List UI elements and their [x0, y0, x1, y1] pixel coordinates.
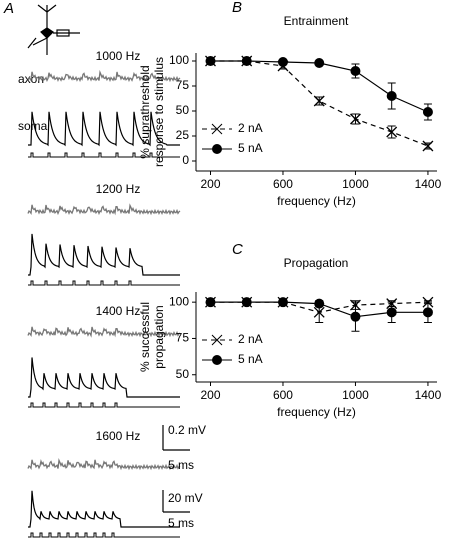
legend-marker — [212, 355, 222, 365]
panel-letter: B — [232, 0, 242, 16]
marker — [314, 58, 325, 68]
marker — [350, 66, 361, 76]
scale-label: 0.2 mV — [168, 423, 206, 437]
traces — [27, 69, 181, 538]
soma-trace — [28, 357, 180, 398]
marker — [386, 91, 397, 101]
legend-marker — [211, 123, 223, 135]
legend-label: 2 nA — [238, 121, 263, 135]
marker — [350, 311, 361, 322]
soma-trace — [28, 233, 180, 276]
axon-trace — [27, 69, 181, 83]
axon-trace — [27, 458, 181, 471]
marker — [386, 126, 398, 138]
panel-letter: A — [3, 0, 14, 17]
marker — [313, 95, 325, 107]
marker — [277, 297, 288, 308]
marker — [205, 297, 216, 308]
y-axis-label: % suprathreshold — [138, 65, 152, 158]
section-label: 1000 Hz — [96, 49, 141, 63]
x-tick-label: 600 — [273, 388, 293, 402]
axon-trace — [27, 326, 181, 338]
legend-marker — [212, 144, 222, 154]
x-tick-label: 1000 — [342, 388, 369, 402]
stimulus-trace — [28, 532, 180, 538]
x-tick-label: 200 — [200, 388, 220, 402]
scale-label: 5 ms — [168, 458, 194, 472]
scale-label: 5 ms — [168, 516, 194, 530]
marker — [349, 113, 361, 125]
x-tick-label: 600 — [273, 177, 293, 191]
x-tick-label: 1000 — [342, 177, 369, 191]
marker — [386, 307, 397, 318]
neuron-icon — [27, 4, 80, 55]
y-tick-label: 25 — [176, 128, 190, 142]
marker — [314, 298, 325, 309]
marker — [277, 57, 288, 67]
y-tick-label: 100 — [169, 53, 189, 67]
scale-bars — [162, 425, 190, 513]
marker — [241, 297, 252, 308]
x-tick-label: 1400 — [415, 388, 442, 402]
chart-title: Propagation — [284, 256, 349, 270]
y-tick-label: 75 — [176, 78, 190, 92]
y-tick-label: 0 — [182, 153, 189, 167]
section-label: 1600 Hz — [96, 429, 141, 443]
stimulus-trace — [28, 402, 180, 408]
legend-marker — [211, 334, 223, 346]
legend-label: 5 nA — [238, 352, 263, 366]
x-tick-label: 1400 — [415, 177, 442, 191]
y-axis-label: propagation — [152, 305, 166, 368]
scale-label: 20 mV — [168, 491, 203, 505]
soma-label: soma — [18, 119, 48, 133]
soma-trace — [28, 111, 180, 147]
y-tick-label: 75 — [176, 331, 190, 345]
stimulus-trace — [28, 280, 180, 286]
axon-trace — [27, 203, 181, 216]
y-axis-label: response to stimulus — [152, 57, 166, 167]
y-tick-label: 50 — [176, 103, 190, 117]
y-tick-label: 50 — [176, 367, 190, 381]
section-label: 1400 Hz — [96, 304, 141, 318]
marker — [241, 56, 252, 66]
legend-label: 5 nA — [238, 141, 263, 155]
x-axis-label: frequency (Hz) — [277, 405, 356, 419]
marker — [313, 306, 325, 318]
legend-label: 2 nA — [238, 332, 263, 346]
x-axis-label: frequency (Hz) — [277, 194, 356, 208]
soma-trace — [28, 490, 180, 528]
marker — [422, 140, 434, 152]
chart-title: Entrainment — [284, 14, 349, 28]
marker — [422, 307, 433, 318]
marker — [205, 56, 216, 66]
marker — [422, 107, 433, 117]
panel-letter: C — [232, 241, 243, 258]
y-tick-label: 100 — [169, 294, 189, 308]
x-tick-label: 200 — [200, 177, 220, 191]
stimulus-trace — [28, 152, 180, 158]
y-axis-label: % successful — [138, 302, 152, 372]
section-label: 1200 Hz — [96, 182, 141, 196]
